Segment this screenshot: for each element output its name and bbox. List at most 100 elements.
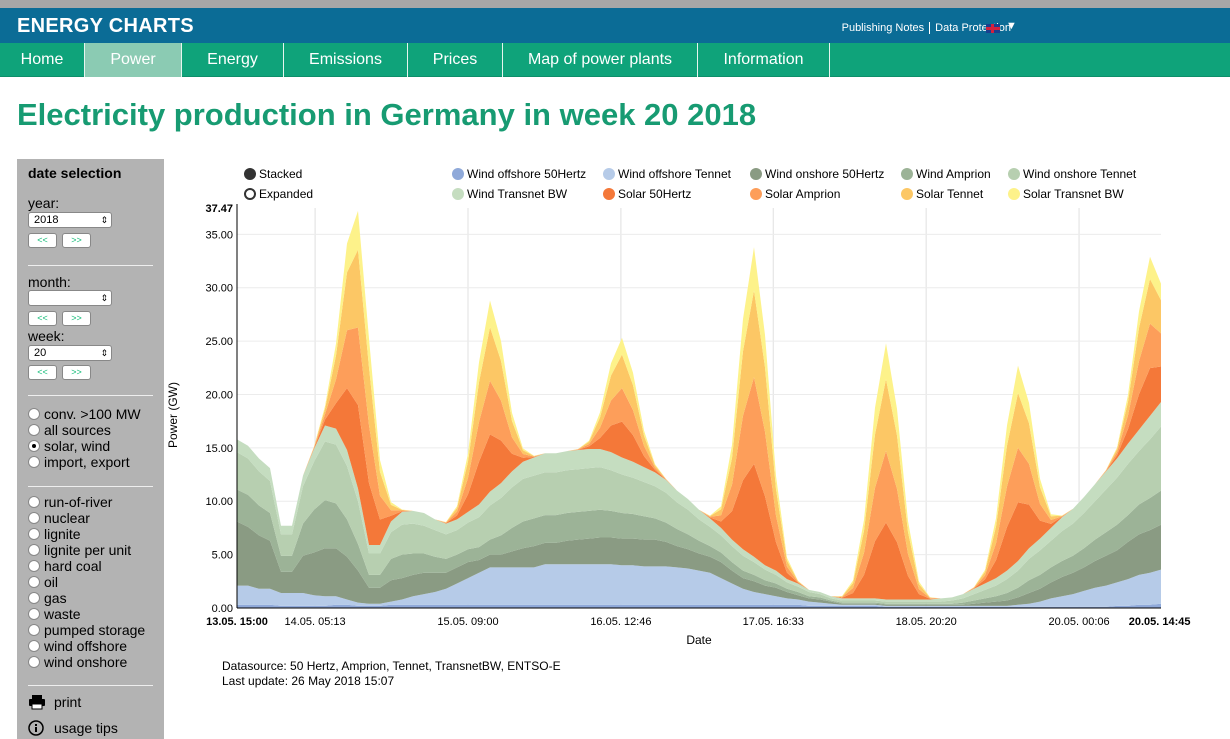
legend-item[interactable]: Wind onshore 50Hertz: [750, 167, 884, 181]
nav-information[interactable]: Information: [698, 43, 830, 77]
page-title: Electricity production in Germany in wee…: [17, 97, 757, 132]
mode-import-export-radio[interactable]: import, export: [28, 454, 130, 470]
source-lignite-radio[interactable]: lignite: [28, 526, 81, 542]
print-button[interactable]: print: [28, 694, 81, 710]
chart-footer: Datasource: 50 Hertz, Amprion, Tennet, T…: [222, 659, 561, 689]
source-waste-radio[interactable]: waste: [28, 606, 81, 622]
week-select[interactable]: 20 ⇕: [28, 345, 112, 361]
legend-swatch-icon: [750, 168, 762, 180]
radio-dot: [28, 576, 40, 588]
radio-filled-icon: [244, 168, 256, 180]
divider: [28, 395, 153, 396]
radio-dot: [28, 456, 40, 468]
legend-item[interactable]: Wind offshore 50Hertz: [452, 167, 586, 181]
week-value: 20: [34, 347, 47, 359]
uk-flag-icon[interactable]: [986, 24, 1000, 33]
source-label: oil: [44, 574, 59, 590]
legend-swatch-icon: [603, 168, 615, 180]
nav-map-of-power-plants[interactable]: Map of power plants: [503, 43, 698, 77]
updown-icon: ⇕: [100, 215, 108, 225]
month-select[interactable]: ⇕: [28, 290, 112, 306]
mode-all-sources-radio[interactable]: all sources: [28, 422, 111, 438]
updown-icon: ⇕: [100, 293, 108, 303]
mode-conv-radio[interactable]: conv. >100 MW: [28, 406, 141, 422]
legend-label: Wind onshore Tennet: [1023, 167, 1137, 181]
source-nuclear-radio[interactable]: nuclear: [28, 510, 90, 526]
nav-home[interactable]: Home: [0, 43, 85, 77]
source-label: run-of-river: [44, 494, 113, 510]
nav-energy[interactable]: Energy: [182, 43, 284, 77]
radio-dot: [28, 624, 40, 636]
year-select[interactable]: 2018 ⇕: [28, 212, 112, 228]
legend-label: Wind offshore 50Hertz: [467, 167, 587, 181]
legend-label: Stacked: [259, 167, 303, 181]
legend-expanded-radio[interactable]: Expanded: [244, 187, 313, 201]
source-run-of-river-radio[interactable]: run-of-river: [28, 494, 112, 510]
radio-dot: [28, 408, 40, 420]
source-oil-radio[interactable]: oil: [28, 574, 58, 590]
divider: [28, 685, 153, 686]
legend-item[interactable]: Wind Transnet BW: [452, 187, 567, 201]
mode-solar-wind-radio[interactable]: solar, wind: [28, 438, 110, 454]
source-wind-onshore-radio[interactable]: wind onshore: [28, 654, 127, 670]
week-label: week:: [28, 328, 65, 344]
chevron-down-icon[interactable]: ▼: [1006, 20, 1017, 32]
month-prev-button[interactable]: <<: [28, 311, 57, 326]
legend-swatch-icon: [901, 188, 913, 200]
source-label: hard coal: [44, 558, 102, 574]
radio-dot: [28, 512, 40, 524]
legend-item[interactable]: Solar Tennet: [901, 187, 983, 201]
year-prev-button[interactable]: <<: [28, 233, 57, 248]
sidebar: date selection year: 2018 ⇕ << >> month: …: [17, 159, 164, 739]
mode-label: import, export: [44, 454, 130, 470]
source-gas-radio[interactable]: gas: [28, 590, 67, 606]
power-chart[interactable]: 0.00 5.00 10.00 15.00 20.00 25.00 30.00 35.00 37…: [0, 0, 1230, 660]
month-next-button[interactable]: >>: [62, 311, 91, 326]
week-next-button[interactable]: >>: [62, 365, 91, 380]
publishing-notes-link[interactable]: Publishing Notes: [837, 22, 931, 34]
area-wind-onshore-tennet: [237, 426, 1161, 604]
legend-label: Wind Transnet BW: [467, 187, 568, 201]
source-pumped-storage-radio[interactable]: pumped storage: [28, 622, 145, 638]
site-logo[interactable]: ENERGY CHARTS: [17, 15, 194, 37]
x-tick-label: 20.05. 14:45: [1129, 616, 1191, 628]
site-header: ENERGY CHARTS Publishing Notes Data Prot…: [0, 8, 1230, 43]
legend-item[interactable]: Wind Amprion: [901, 167, 991, 181]
source-hard-coal-radio[interactable]: hard coal: [28, 558, 102, 574]
datasource-text: Datasource: 50 Hertz, Amprion, Tennet, T…: [222, 659, 561, 673]
source-wind-offshore-radio[interactable]: wind offshore: [28, 638, 127, 654]
legend-item[interactable]: Wind onshore Tennet: [1008, 167, 1136, 181]
radio-dot: [28, 528, 40, 540]
x-axis-label: Date: [686, 633, 712, 647]
legend-swatch-icon: [452, 188, 464, 200]
legend-label: Solar Tennet: [916, 187, 984, 201]
legend-item[interactable]: Solar 50Hertz: [603, 187, 691, 201]
legend-label: Wind Amprion: [916, 167, 991, 181]
year-value: 2018: [34, 214, 59, 226]
legend-item[interactable]: Wind offshore Tennet: [603, 167, 731, 181]
week-prev-button[interactable]: <<: [28, 365, 57, 380]
y-axis-label: Power (GW): [166, 382, 180, 448]
year-next-button[interactable]: >>: [62, 233, 91, 248]
legend-item[interactable]: Solar Transnet BW: [1008, 187, 1124, 201]
x-tick-label: 20.05. 00:06: [1048, 616, 1109, 628]
radio-empty-icon: [244, 188, 256, 200]
legend-item[interactable]: Solar Amprion: [750, 187, 840, 201]
divider: [28, 265, 153, 266]
printer-icon: [29, 695, 45, 710]
mode-label: all sources: [44, 422, 111, 438]
area-wind-onshore-50hertz: [237, 521, 1161, 606]
legend-label: Solar Transnet BW: [1023, 187, 1124, 201]
y-tick-label: 35.00: [205, 229, 233, 241]
usage-tips-button[interactable]: usage tips: [28, 720, 118, 736]
nav-emissions[interactable]: Emissions: [284, 43, 408, 77]
year-label: year:: [28, 195, 60, 211]
radio-dot: [28, 496, 40, 508]
nav-prices[interactable]: Prices: [408, 43, 503, 77]
y-tick-label: 0.00: [212, 603, 233, 615]
legend-swatch-icon: [901, 168, 913, 180]
source-lignite-per-unit-radio[interactable]: lignite per unit: [28, 542, 131, 558]
legend-stacked-radio[interactable]: Stacked: [244, 167, 302, 181]
source-label: wind onshore: [44, 654, 128, 670]
nav-power[interactable]: Power: [85, 43, 182, 77]
